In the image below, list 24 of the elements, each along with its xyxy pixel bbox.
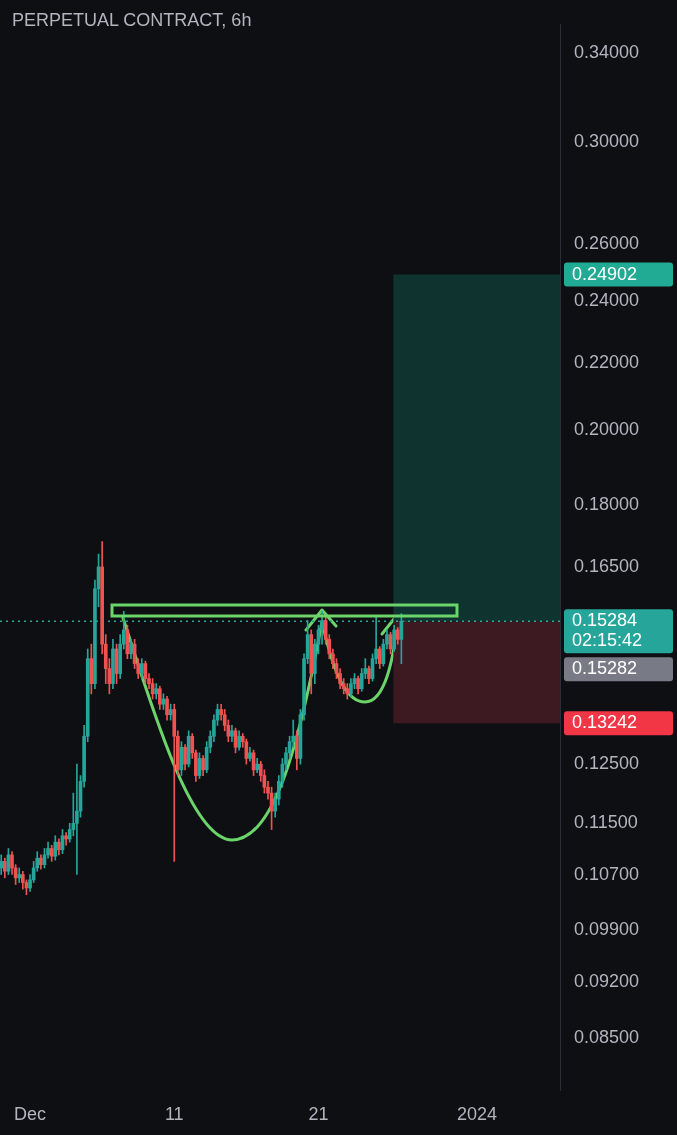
chart-title: PERPETUAL CONTRACT, 6h <box>12 10 252 31</box>
y-tick-label: 0.09200 <box>574 970 640 991</box>
x-tick-label: Dec <box>14 1103 47 1124</box>
text: 0.15282 <box>572 658 638 679</box>
ref-line-label: 0.15284 <box>572 610 638 631</box>
band-label: 0.24902 <box>572 263 638 284</box>
x-tick-label: 21 <box>308 1103 329 1124</box>
x-tick-label: 2024 <box>457 1103 498 1124</box>
y-tick-label: 0.08500 <box>574 1026 640 1047</box>
y-tick-label: 0.30000 <box>574 131 640 152</box>
y-tick-label: 0.34000 <box>574 42 640 63</box>
y-tick-label: 0.10700 <box>574 863 640 884</box>
y-tick-label: 0.18000 <box>574 494 640 515</box>
y-tick-label: 0.20000 <box>574 419 640 440</box>
y-tick-label: 0.24000 <box>574 289 640 310</box>
y-tick-label: 0.16500 <box>574 555 640 576</box>
band-label: 0.13242 <box>572 712 638 733</box>
y-tick-label: 0.11500 <box>574 812 638 833</box>
y-tick-label: 0.26000 <box>574 232 640 253</box>
x-tick-label: 11 <box>164 1103 184 1124</box>
y-tick-label: 0.22000 <box>574 351 640 372</box>
y-tick-label: 0.09900 <box>574 918 640 939</box>
text: 02:15:42 <box>572 630 643 651</box>
y-tick-label: 0.12500 <box>574 753 640 774</box>
